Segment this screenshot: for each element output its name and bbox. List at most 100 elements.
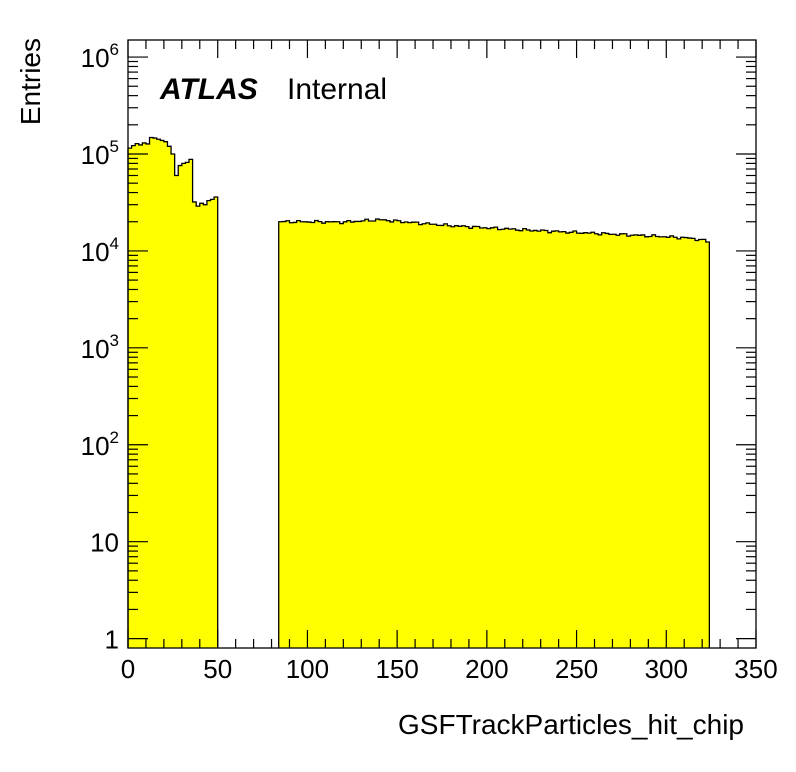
histogram-bar bbox=[630, 235, 635, 648]
histogram-bar bbox=[476, 226, 481, 648]
histogram-bar bbox=[293, 222, 298, 648]
histogram-bar bbox=[494, 227, 499, 648]
histogram-bar bbox=[138, 144, 143, 648]
histogram-bar bbox=[189, 159, 193, 648]
histogram-bar bbox=[555, 230, 560, 649]
x-tick-label: 150 bbox=[375, 654, 418, 684]
histogram-bar bbox=[565, 233, 570, 648]
histogram-bar bbox=[461, 225, 466, 649]
histogram-bar bbox=[407, 222, 412, 648]
histogram-bar bbox=[529, 231, 534, 648]
histogram-bar bbox=[659, 236, 664, 648]
histogram-bar bbox=[163, 141, 168, 648]
histogram-bar bbox=[321, 223, 326, 648]
y-axis-title: Entries bbox=[15, 38, 46, 125]
histogram-bar bbox=[332, 221, 337, 648]
histogram-bar bbox=[644, 236, 649, 648]
histogram-bar bbox=[515, 230, 520, 649]
histogram-bar bbox=[479, 228, 484, 649]
histogram-bar bbox=[389, 221, 394, 648]
histogram-bar bbox=[486, 228, 491, 648]
histogram-bar bbox=[637, 235, 642, 648]
histogram-bar bbox=[346, 220, 351, 648]
histogram-bar bbox=[662, 236, 667, 649]
histogram-bar bbox=[483, 227, 488, 649]
histogram-bar bbox=[149, 137, 154, 648]
histogram-bar bbox=[379, 219, 384, 649]
histogram-bar bbox=[339, 223, 344, 648]
histogram-bar bbox=[537, 231, 542, 649]
histogram-bar bbox=[605, 233, 610, 648]
histogram-bar bbox=[655, 236, 660, 649]
histogram-bar bbox=[433, 224, 438, 648]
histogram-bar bbox=[311, 222, 316, 648]
axis-ticks bbox=[127, 40, 757, 648]
atlas-label: ATLAS Internal bbox=[159, 73, 387, 106]
histogram-bar bbox=[440, 225, 445, 648]
histogram-bar bbox=[666, 237, 671, 648]
histogram-bar bbox=[443, 223, 448, 648]
histogram-bar bbox=[418, 224, 423, 648]
histogram-bar bbox=[206, 200, 211, 648]
histogram-bar bbox=[436, 225, 441, 649]
histogram-bar bbox=[677, 238, 682, 648]
histogram-bar bbox=[278, 221, 283, 649]
histogram-bar bbox=[687, 238, 692, 648]
histogram-bar bbox=[415, 222, 420, 648]
histogram-bar bbox=[145, 143, 150, 648]
histogram-bar bbox=[171, 153, 176, 648]
histogram-bar bbox=[156, 139, 161, 649]
histogram-bar bbox=[694, 240, 699, 649]
y-tick-label: 106 bbox=[81, 40, 119, 73]
histogram-bar bbox=[669, 235, 674, 648]
histogram-bar bbox=[490, 227, 495, 648]
histogram-bar bbox=[303, 221, 308, 648]
histogram-bar bbox=[350, 222, 355, 648]
y-tick-labels: 1 10 102 103 104 105 106 bbox=[81, 40, 119, 655]
histogram-bar bbox=[569, 232, 574, 648]
histogram-bar bbox=[203, 204, 208, 648]
atlas-label-internal: Internal bbox=[287, 73, 387, 106]
histogram-bar bbox=[522, 228, 527, 648]
histogram-bar bbox=[544, 230, 549, 649]
histogram-bar bbox=[547, 232, 552, 649]
histogram-bar bbox=[214, 196, 219, 648]
histogram-bar bbox=[673, 237, 678, 648]
histogram-bar bbox=[705, 242, 710, 648]
histogram-bar bbox=[641, 234, 646, 649]
histogram-bar bbox=[648, 236, 653, 649]
histogram-bar bbox=[608, 234, 613, 648]
histogram-bar bbox=[289, 222, 294, 648]
histogram-bar bbox=[361, 220, 366, 648]
histogram-bar bbox=[551, 231, 556, 648]
histogram-bar bbox=[583, 232, 588, 649]
x-tick-label: 200 bbox=[465, 654, 508, 684]
histogram-bar bbox=[526, 229, 531, 649]
histogram-bar bbox=[357, 221, 362, 648]
y-tick-label: 104 bbox=[81, 234, 119, 267]
histogram-bar bbox=[684, 237, 689, 648]
histogram-bar bbox=[458, 226, 463, 648]
histogram-outline bbox=[127, 136, 710, 648]
y-tick-label: 105 bbox=[81, 137, 119, 170]
histogram-bar bbox=[651, 234, 656, 648]
histogram-bar bbox=[314, 220, 319, 648]
histogram-bar bbox=[174, 175, 179, 648]
histogram-bar bbox=[153, 138, 158, 648]
histogram-bar bbox=[382, 219, 387, 648]
histogram-bar bbox=[612, 234, 617, 648]
histogram-bar bbox=[590, 232, 595, 648]
histogram-bar bbox=[533, 230, 538, 648]
x-tick-label: 300 bbox=[645, 654, 688, 684]
histogram-bar bbox=[325, 221, 330, 648]
x-tick-label: 100 bbox=[286, 654, 329, 684]
histogram-bar bbox=[504, 228, 509, 648]
histogram-bar bbox=[372, 221, 377, 648]
histogram-bar bbox=[702, 239, 707, 648]
histogram-bar bbox=[598, 234, 603, 648]
histogram-bar bbox=[178, 165, 183, 648]
histogram-bar bbox=[192, 201, 197, 649]
histogram-bar bbox=[160, 140, 165, 648]
y-tick-label: 103 bbox=[81, 331, 119, 364]
histogram-bar bbox=[296, 220, 301, 649]
